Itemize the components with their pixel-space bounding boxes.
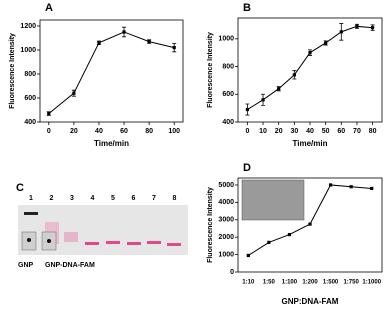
x-tick-label: 20 bbox=[70, 128, 78, 135]
gel-band bbox=[106, 241, 120, 244]
data-point bbox=[287, 232, 292, 237]
gel-band bbox=[147, 241, 161, 244]
data-line bbox=[247, 25, 373, 110]
x-tick-label: 70 bbox=[353, 128, 361, 135]
data-point bbox=[308, 222, 312, 226]
data-point bbox=[308, 51, 312, 55]
data-point bbox=[339, 30, 343, 34]
data-point bbox=[261, 98, 265, 102]
plot-frame bbox=[39, 19, 184, 123]
x-tick-label: 1:750 bbox=[343, 280, 359, 286]
x-tick-label: 1:1000 bbox=[362, 280, 381, 286]
plot-frame bbox=[237, 17, 383, 123]
data-point bbox=[97, 41, 101, 45]
gel-band bbox=[127, 242, 141, 245]
gel-label: GNP bbox=[18, 262, 34, 269]
data-point bbox=[267, 240, 271, 245]
data-point bbox=[246, 253, 250, 258]
gel-label: GNP-DNA-FAM bbox=[45, 262, 95, 269]
y-tick-label: 2000 bbox=[218, 234, 234, 241]
x-tick-label: 1:500 bbox=[323, 280, 339, 286]
gel-smear bbox=[64, 232, 78, 242]
data-point bbox=[277, 87, 281, 91]
y-tick-label: 1000 bbox=[218, 251, 234, 258]
x-tick-label: 1:10 bbox=[242, 280, 255, 286]
y-tick-label: 800 bbox=[24, 71, 36, 78]
y-tick-label: 0 bbox=[230, 269, 234, 276]
y-tick-label: 600 bbox=[24, 95, 36, 102]
data-point bbox=[370, 186, 374, 191]
lane-label: 6 bbox=[132, 195, 136, 202]
panel-letter: B bbox=[243, 2, 251, 14]
data-point bbox=[172, 46, 176, 50]
y-tick-label: 1000 bbox=[20, 47, 36, 54]
data-point bbox=[122, 30, 126, 34]
particle bbox=[47, 239, 51, 243]
data-point bbox=[324, 41, 328, 45]
y-tick-label: 3000 bbox=[218, 217, 234, 224]
plot-frame bbox=[237, 177, 383, 273]
x-axis-label: GNP:DNA-FAM bbox=[282, 297, 339, 306]
lane-label: 5 bbox=[111, 195, 115, 202]
x-tick-label: 0 bbox=[245, 128, 249, 135]
x-tick-label: 50 bbox=[322, 128, 330, 135]
x-tick-label: 1:50 bbox=[263, 280, 276, 286]
data-point bbox=[292, 73, 296, 77]
x-tick-label: 0 bbox=[47, 128, 51, 135]
gel-band bbox=[167, 243, 181, 246]
x-tick-label: 100 bbox=[168, 128, 180, 135]
data-point bbox=[245, 107, 249, 112]
x-axis-label: Time/min bbox=[293, 139, 328, 148]
x-tick-label: 40 bbox=[95, 128, 103, 135]
gel-band bbox=[85, 242, 99, 245]
data-point bbox=[355, 24, 359, 28]
x-tick-label: 80 bbox=[369, 128, 377, 135]
data-point bbox=[371, 26, 375, 30]
y-tick-label: 1200 bbox=[20, 23, 36, 30]
panel-letter: C bbox=[16, 182, 24, 194]
lane-label: 8 bbox=[173, 195, 177, 202]
x-tick-label: 60 bbox=[120, 128, 128, 135]
x-tick-label: 10 bbox=[259, 128, 267, 135]
x-axis-label: Time/min bbox=[94, 139, 129, 148]
x-tick-label: 1:200 bbox=[302, 280, 318, 286]
data-point bbox=[328, 183, 333, 187]
panel-letter: A bbox=[45, 2, 53, 14]
y-tick-label: 600 bbox=[222, 91, 234, 98]
data-point bbox=[72, 91, 76, 95]
x-tick-label: 40 bbox=[306, 128, 314, 135]
gel-band bbox=[24, 212, 38, 215]
y-axis-label: Fluorescence Intensity bbox=[207, 32, 214, 108]
y-axis-label: Fluorescence Intensity bbox=[9, 33, 16, 109]
panel-letter: D bbox=[243, 162, 251, 174]
particle bbox=[27, 238, 31, 242]
lane-label: 7 bbox=[152, 195, 156, 202]
x-tick-label: 1:100 bbox=[282, 280, 298, 286]
inset-image bbox=[241, 179, 305, 221]
y-axis-label: Fluorescence Intensity bbox=[207, 187, 214, 263]
x-tick-label: 80 bbox=[145, 128, 153, 135]
y-tick-label: 5000 bbox=[218, 182, 234, 189]
y-tick-label: 400 bbox=[222, 119, 234, 126]
lane-label: 3 bbox=[70, 195, 74, 202]
lane-label: 1 bbox=[29, 195, 33, 202]
x-tick-label: 60 bbox=[337, 128, 345, 135]
y-tick-label: 800 bbox=[222, 63, 234, 70]
lane-label: 4 bbox=[91, 195, 95, 202]
lane-label: 2 bbox=[50, 195, 54, 202]
data-point bbox=[349, 185, 353, 189]
x-tick-label: 20 bbox=[275, 128, 283, 135]
y-tick-label: 4000 bbox=[218, 199, 234, 206]
data-point bbox=[47, 112, 51, 116]
data-point bbox=[147, 40, 151, 44]
y-tick-label: 400 bbox=[24, 119, 36, 126]
x-tick-label: 30 bbox=[290, 128, 298, 135]
y-tick-label: 1000 bbox=[218, 36, 234, 43]
data-line bbox=[48, 31, 175, 114]
